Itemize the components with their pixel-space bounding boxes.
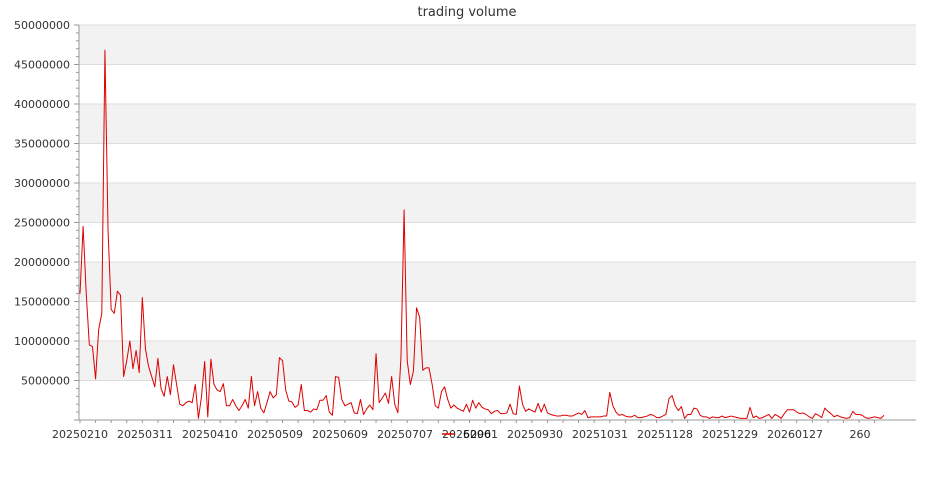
y-tick-label: 30000000 bbox=[14, 177, 70, 190]
x-tick-label: 20250311 bbox=[117, 428, 173, 441]
x-tick-label: 20250707 bbox=[377, 428, 433, 441]
background-bands bbox=[79, 25, 916, 381]
chart-title: trading volume bbox=[417, 5, 516, 20]
background-band bbox=[79, 341, 916, 381]
series-line-6206 bbox=[79, 49, 885, 419]
y-tick-label: 40000000 bbox=[14, 98, 70, 111]
x-tick-label: 260 bbox=[850, 428, 871, 441]
background-band bbox=[79, 262, 916, 302]
x-tick-label: 20260127 bbox=[767, 428, 823, 441]
gridlines bbox=[79, 24, 916, 381]
x-tick-label: 20251229 bbox=[702, 428, 758, 441]
background-band bbox=[79, 104, 916, 144]
y-tick-label: 45000000 bbox=[14, 59, 70, 72]
plot-area bbox=[79, 49, 885, 419]
x-tick-label: 20250930 bbox=[507, 428, 563, 441]
legend: 6206 bbox=[442, 428, 491, 441]
y-axis: 5000000 10000000 15000000 20000000 25000000 3… bbox=[14, 19, 80, 421]
x-tick-label: 20251128 bbox=[637, 428, 693, 441]
y-tick-label: 25000000 bbox=[14, 217, 70, 230]
y-tick-label: 35000000 bbox=[14, 138, 70, 151]
x-tick-label: 20250410 bbox=[182, 428, 238, 441]
x-tick-label: 20250609 bbox=[312, 428, 368, 441]
y-tick-label: 15000000 bbox=[14, 296, 70, 309]
x-tick-label: 20250901 bbox=[442, 428, 498, 441]
x-axis: 20250210 20250311 20250410 20250509 20250609… bbox=[52, 419, 916, 441]
y-tick-label: 50000000 bbox=[14, 19, 70, 32]
y-tick-label: 20000000 bbox=[14, 256, 70, 269]
background-band bbox=[79, 25, 916, 65]
x-tick-label: 20251031 bbox=[572, 428, 628, 441]
x-tick-label: 20250509 bbox=[247, 428, 303, 441]
legend-label: 6206 bbox=[463, 428, 491, 441]
x-tick-label: 20250210 bbox=[52, 428, 108, 441]
y-tick-label: 5000000 bbox=[21, 375, 70, 388]
y-tick-label: 10000000 bbox=[14, 335, 70, 348]
background-band bbox=[79, 183, 916, 223]
